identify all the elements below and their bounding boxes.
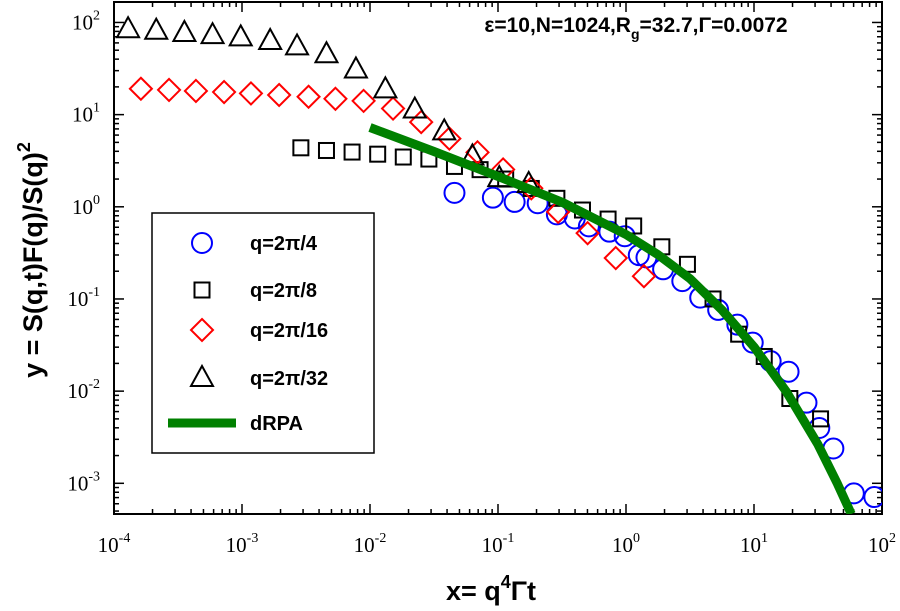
series-q16-point: [436, 126, 462, 152]
series-q32-point: [171, 18, 198, 42]
y-tick-label: 10-2: [67, 377, 100, 403]
series-q32-point: [115, 15, 141, 39]
series-q16-point: [323, 86, 348, 112]
series-q16-point: [575, 220, 601, 246]
y-tick-label: 10-1: [67, 285, 100, 311]
series-q8-point: [317, 141, 335, 159]
series-q8-point: [812, 410, 830, 428]
y-tick-label: 102: [72, 8, 100, 34]
series-q8-point: [292, 139, 310, 157]
series-q32-point: [372, 75, 399, 99]
x-axis-title: x= q4Γt: [446, 572, 536, 606]
legend-marker-1: [193, 281, 211, 299]
series-q16-point: [351, 88, 377, 114]
x-tick-label: 10-1: [482, 531, 515, 557]
series-2: [128, 76, 657, 289]
series-q4-point: [503, 190, 526, 213]
legend-marker-0: [191, 232, 213, 254]
legend-label-q4: q=2π/4: [250, 233, 318, 255]
series-q4-point: [443, 181, 466, 204]
series-q16-point: [128, 76, 154, 102]
series-q32-point: [199, 21, 226, 45]
legend: q=2π/4 q=2π/8 q=2π/16 q=2π/32 dRPA: [151, 212, 375, 454]
series-q16-point: [211, 79, 237, 105]
series-q8-point: [625, 217, 643, 235]
series-q16-point: [296, 84, 321, 110]
series-q16-point: [183, 78, 209, 104]
series-q16-point: [380, 96, 406, 121]
series-q32-point: [313, 40, 340, 64]
chart-title: ε=10,N=1024,Rg=32.7,Γ=0.0072: [484, 14, 787, 42]
series-q32-point: [402, 95, 428, 119]
series-q4-point: [707, 298, 730, 321]
series-q8-point: [394, 148, 412, 166]
series-q32-point: [257, 26, 283, 50]
y-tick-label: 101: [72, 101, 100, 127]
series-q8-point: [343, 143, 361, 161]
series-q16-point: [156, 77, 182, 103]
x-tick-label: 102: [868, 531, 896, 557]
series-q32-point: [343, 55, 369, 79]
legend-label-q32: q=2π/32: [250, 368, 328, 390]
series-q32-point: [431, 117, 457, 141]
x-tick-label: 100: [612, 531, 640, 557]
series-q16-point: [603, 245, 629, 271]
series-q32-point: [284, 32, 310, 56]
x-tick-label: 10-2: [354, 531, 387, 557]
legend-marker-2: [189, 317, 215, 343]
series-q32-point: [143, 16, 169, 40]
series-q16-point: [238, 81, 264, 106]
x-tick-label: 10-3: [226, 531, 259, 557]
plot-area: [115, 15, 882, 514]
series-q32-point: [228, 23, 254, 47]
legend-marker-3: [189, 363, 215, 387]
legend-box: [151, 212, 375, 454]
series-q16-point: [266, 82, 292, 108]
series-q4-point: [863, 486, 882, 509]
series-q4-point: [777, 360, 800, 383]
axis-ticks: [113, 2, 883, 514]
series-q4-point: [481, 186, 504, 209]
legend-label-q16: q=2π/16: [250, 320, 328, 342]
y-tick-label: 100: [72, 193, 100, 219]
x-tick-label: 10-4: [98, 531, 131, 557]
y-tick-label: 10-3: [67, 469, 100, 495]
x-tick-labels: 10-4 10-3 10-2 10-1 100 101 102: [98, 531, 896, 557]
series-q16-point: [408, 109, 434, 135]
legend-label-drpa: dRPA: [250, 413, 303, 435]
y-tick-labels: 10-3 10-2 10-1 100 101 102: [67, 8, 100, 495]
series-q4-point: [726, 313, 749, 336]
series-0: [443, 181, 882, 509]
series-q8-point: [369, 145, 387, 163]
series-q16-point: [631, 263, 657, 289]
x-tick-label: 101: [740, 531, 768, 557]
y-axis-title: y = S(q,t)F(q)/S(q)2: [14, 142, 48, 378]
drpa-curve: [368, 123, 856, 514]
legend-label-q8: q=2π/8: [250, 280, 317, 302]
legend-markers: [168, 232, 236, 428]
